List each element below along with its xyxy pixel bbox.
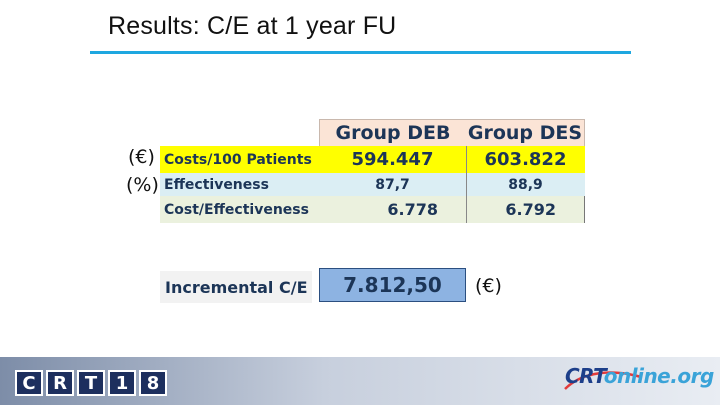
row-label-effectiveness: Effectiveness: [160, 173, 319, 196]
costs-unit-label: (€): [128, 146, 155, 168]
swoosh-icon: [564, 371, 642, 390]
incremental-value: 7.812,50: [319, 268, 466, 302]
effectiveness-unit-label: (%): [126, 174, 159, 196]
column-divider: [466, 146, 467, 223]
row-label-costs: Costs/100 Patients: [160, 146, 319, 173]
incremental-label: Incremental C/E: [160, 271, 312, 303]
header-group-deb: Group DEB: [319, 119, 466, 146]
row-label-cost-effectiveness: Cost/Effectiveness: [160, 196, 319, 223]
crt18-logo-letter: 8: [139, 370, 167, 396]
cell-ce-des: 6.792: [466, 196, 585, 223]
cell-effectiveness-deb: 87,7: [319, 173, 466, 196]
crt18-logo-letter: C: [15, 370, 43, 396]
incremental-unit-label: (€): [475, 275, 502, 297]
crtonline-logo-text: CRTonline.org: [565, 364, 714, 388]
crtonline-logo-part1: CRT: [565, 364, 604, 388]
crt18-logo: C R T 1 8: [15, 370, 167, 396]
header-group-des: Group DES: [466, 119, 585, 146]
crt18-logo-letter: T: [77, 370, 105, 396]
title-underline: [90, 51, 631, 54]
crtonline-logo: CRTonline.org: [564, 364, 714, 390]
cell-costs-deb: 594.447: [319, 146, 466, 173]
cell-costs-des: 603.822: [466, 146, 585, 173]
slide-title: Results: C/E at 1 year FU: [108, 12, 397, 40]
crt18-logo-letter: R: [46, 370, 74, 396]
cell-ce-deb: 6.778: [319, 196, 466, 223]
crtonline-logo-part2: online.org: [603, 364, 715, 388]
crt18-logo-letter: 1: [108, 370, 136, 396]
cell-effectiveness-des: 88,9: [466, 173, 585, 196]
